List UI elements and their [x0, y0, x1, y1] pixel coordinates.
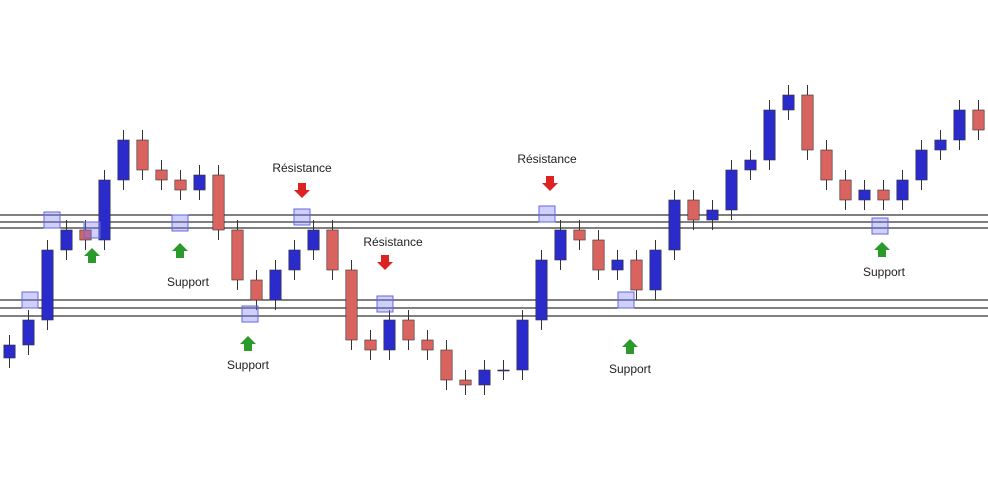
arrow-up — [240, 336, 256, 351]
candle-body — [630, 259, 643, 291]
candle-body — [554, 229, 567, 261]
arrow-down — [542, 176, 558, 191]
candle-body — [231, 229, 244, 281]
candle-body — [136, 139, 149, 171]
markers — [21, 176, 890, 354]
box — [376, 295, 394, 313]
box — [241, 305, 259, 323]
candle-body — [611, 259, 624, 271]
candle-body — [953, 109, 966, 141]
candle-body — [516, 319, 529, 371]
arrow-down — [294, 183, 310, 198]
candle-body — [288, 249, 301, 271]
candle-body — [744, 159, 757, 171]
candle-body — [649, 249, 662, 291]
arrow-down — [377, 255, 393, 270]
candle-body — [915, 149, 928, 181]
annotation: Résistance — [363, 235, 423, 249]
candle-body — [117, 139, 130, 181]
candle-body — [41, 249, 54, 321]
candle-body — [592, 239, 605, 271]
box — [871, 217, 889, 235]
candle-body — [535, 259, 548, 321]
candle-body — [212, 174, 225, 231]
candle-body — [345, 269, 358, 341]
levels — [0, 214, 988, 317]
candle-body — [326, 229, 339, 271]
candle-body — [972, 109, 985, 131]
candle-body — [269, 269, 282, 301]
box — [21, 291, 39, 309]
candle-body — [573, 229, 586, 241]
candle-body — [174, 179, 187, 191]
candle-body — [402, 319, 415, 341]
candle-body — [877, 189, 890, 201]
candle-body — [79, 229, 92, 241]
candle-body — [193, 174, 206, 191]
box — [83, 221, 101, 239]
arrow-up — [84, 248, 100, 263]
candle-body — [706, 209, 719, 221]
candle-body — [3, 344, 16, 359]
candle-body — [22, 319, 35, 346]
arrow-up — [874, 242, 890, 257]
candle-body — [668, 199, 681, 251]
candle-body — [896, 179, 909, 201]
box — [617, 291, 635, 309]
annotation: Résistance — [272, 161, 332, 175]
candle-body — [687, 199, 700, 221]
candles — [3, 85, 985, 395]
candle-body — [763, 109, 776, 161]
box — [293, 208, 311, 226]
candle-body — [782, 94, 795, 111]
candle-body — [725, 169, 738, 211]
annotation: Support — [863, 265, 906, 279]
candle-body — [421, 339, 434, 351]
box — [43, 211, 61, 229]
candle-body — [497, 369, 510, 372]
annotation: Support — [609, 362, 652, 376]
candle-body — [60, 229, 73, 251]
candle-body — [155, 169, 168, 181]
candle-body — [459, 379, 472, 386]
candle-body — [98, 179, 111, 241]
candle-body — [440, 349, 453, 381]
annotation: Support — [227, 358, 270, 372]
annotation: Résistance — [517, 152, 577, 166]
box — [171, 214, 189, 232]
arrow-up — [172, 243, 188, 258]
candle-body — [801, 94, 814, 151]
candle-body — [858, 189, 871, 201]
annotation: Support — [167, 275, 210, 289]
arrow-up — [622, 339, 638, 354]
candle-body — [478, 369, 491, 386]
candle-body — [307, 229, 320, 251]
candle-body — [250, 279, 263, 301]
candle-body — [383, 319, 396, 351]
candle-body — [839, 179, 852, 201]
box — [538, 205, 556, 223]
candle-body — [934, 139, 947, 151]
candle-body — [364, 339, 377, 351]
candle-body — [820, 149, 833, 181]
